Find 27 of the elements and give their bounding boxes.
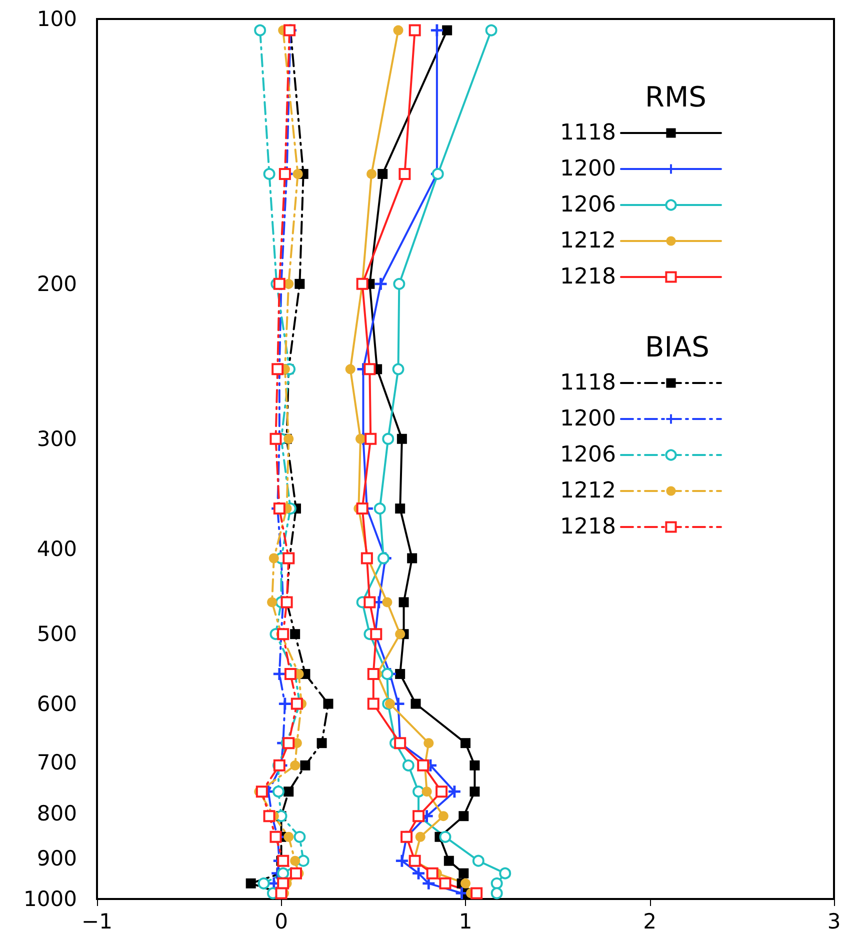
y-tick-label: 500 bbox=[36, 622, 77, 646]
y-tick-label: 300 bbox=[36, 426, 77, 451]
legend-label: 1212 bbox=[560, 228, 616, 254]
text: RMS bbox=[645, 80, 706, 114]
legend-label: 1206 bbox=[560, 192, 616, 218]
legend-label: 1200 bbox=[560, 156, 616, 182]
x-tick-label: −1 bbox=[82, 910, 112, 934]
legend-label: 1218 bbox=[560, 514, 616, 540]
legend-label: 1212 bbox=[560, 478, 616, 504]
x-tick-label: 0 bbox=[274, 910, 288, 934]
legend-label: 1200 bbox=[560, 406, 616, 432]
legend-label: 1218 bbox=[560, 264, 616, 290]
y-tick-label: 900 bbox=[36, 846, 77, 871]
x-tick-label: 2 bbox=[643, 910, 656, 934]
legend-label: 1118 bbox=[560, 120, 616, 146]
y-tick-label: 400 bbox=[36, 536, 77, 561]
y-tick-label: 600 bbox=[36, 692, 77, 716]
y-tick-label: 700 bbox=[36, 750, 77, 775]
legend-label: 1118 bbox=[560, 370, 616, 396]
y-tick-label: 200 bbox=[36, 272, 77, 296]
legend-label: 1206 bbox=[560, 442, 616, 468]
x-tick-label: 3 bbox=[827, 910, 841, 934]
y-tick-label: 100 bbox=[36, 7, 77, 31]
x-tick-label: 1 bbox=[458, 910, 472, 934]
y-tick-label: 800 bbox=[36, 802, 77, 826]
text: BIAS bbox=[645, 330, 710, 364]
y-tick-label: 1000 bbox=[24, 887, 77, 911]
